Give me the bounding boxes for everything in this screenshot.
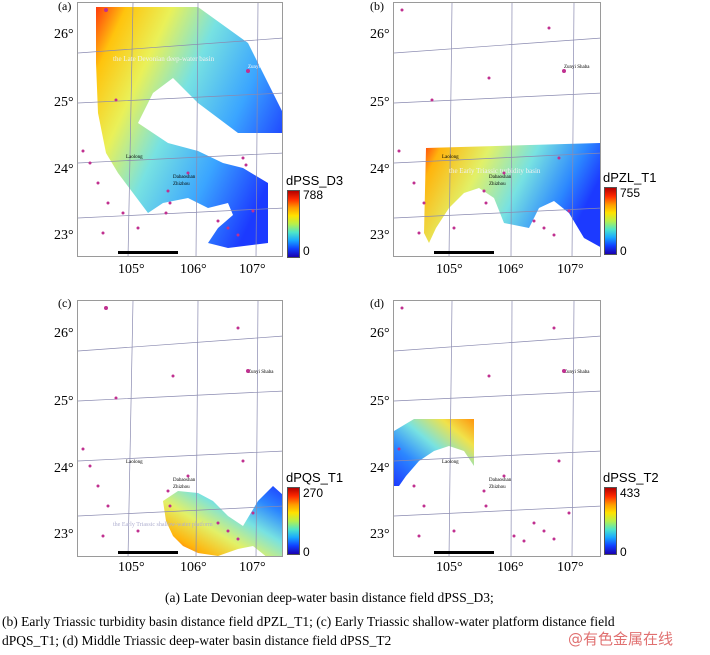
lat-label: 24°: [370, 461, 390, 476]
panel-label: (b): [370, 0, 384, 13]
ore-points: [397, 8, 571, 237]
lon-label: 106°: [180, 560, 207, 575]
panel-label: (d): [370, 296, 384, 310]
lon-label: 106°: [497, 560, 524, 575]
lat-label: 25°: [370, 394, 390, 409]
legend-title: dPSS_T2: [603, 470, 659, 485]
legend-min: 0: [303, 545, 310, 559]
legend-title: dPZL_T1: [603, 170, 657, 185]
caption-line-3: dPQS_T1; (d) Middle Triassic deep-water …: [2, 633, 392, 648]
colorbar: [604, 187, 617, 255]
svg-text:Laolong: Laolong: [126, 460, 143, 465]
svg-text:Zunyi Shaba: Zunyi Shaba: [564, 65, 590, 70]
basin-text: the Late Devonian deep-water basin: [113, 55, 215, 63]
svg-text:Dabaoshan: Dabaoshan: [489, 478, 512, 483]
lon-label: 105°: [436, 262, 463, 277]
lat-label: 25°: [54, 95, 74, 110]
distance-field: [424, 143, 600, 247]
panel-label: (c): [58, 296, 72, 310]
lat-label: 26°: [370, 27, 390, 42]
basin-text: the Early Triassic turbidity basin: [449, 167, 541, 175]
map-svg: the Early Triassic shallow-water platfor…: [78, 301, 282, 556]
caption-line-2: (b) Early Triassic turbidity basin dista…: [2, 614, 615, 629]
lon-label: 105°: [436, 560, 463, 575]
map-frame: the Early Triassic shallow-water platfor…: [77, 300, 283, 557]
watermark: @有色金属在线: [568, 630, 674, 648]
map-frame: Zunyi Shaba Laolong Dabaoshan Zhizhou: [393, 300, 601, 557]
distance-field: [394, 419, 474, 486]
svg-text:Zhizhou: Zhizhou: [489, 485, 506, 490]
lon-label: 105°: [118, 262, 145, 277]
svg-text:Zunyi Shaba: Zunyi Shaba: [564, 370, 590, 375]
ore-points: [397, 306, 571, 543]
svg-text:Zunyi Shaba: Zunyi Shaba: [248, 370, 274, 375]
svg-text:Dabaoshan: Dabaoshan: [173, 175, 196, 180]
map-svg: the Late Devonian deep-water basin Zunyi…: [78, 3, 282, 256]
distance-field: [96, 7, 282, 248]
svg-text:Zhizhou: Zhizhou: [173, 485, 190, 490]
lat-label: 26°: [54, 326, 74, 341]
ore-points: [81, 306, 255, 541]
svg-text:Zhizhou: Zhizhou: [489, 182, 506, 187]
legend-min: 0: [303, 244, 310, 258]
lat-label: 23°: [54, 228, 74, 243]
scale-bar: [118, 551, 178, 554]
legend-max: 270: [303, 486, 324, 500]
lat-label: 24°: [54, 162, 74, 177]
colorbar: [287, 190, 300, 258]
ore-points: [81, 8, 255, 237]
svg-text:Laolong: Laolong: [126, 155, 143, 160]
caption-line-1: (a) Late Devonian deep-water basin dista…: [165, 590, 494, 605]
scale-bar: [118, 251, 178, 254]
legend-max: 433: [620, 486, 641, 500]
distance-field: [163, 486, 282, 556]
lat-label: 23°: [370, 228, 390, 243]
svg-text:Zhizhou: Zhizhou: [173, 182, 190, 187]
lon-label: 107°: [239, 560, 266, 575]
lat-label: 23°: [54, 527, 74, 542]
lon-label: 107°: [239, 262, 266, 277]
legend-title: dPQS_T1: [286, 470, 344, 485]
lon-label: 107°: [557, 262, 584, 277]
map-frame: the Early Triassic turbidity basin Zunyi…: [393, 2, 601, 257]
map-svg: Zunyi Shaba Laolong Dabaoshan Zhizhou: [394, 301, 600, 556]
svg-text:Dabaoshan: Dabaoshan: [173, 478, 196, 483]
legend-title: dPSS_D3: [286, 173, 344, 188]
lon-label: 107°: [557, 560, 584, 575]
svg-text:Laolong: Laolong: [442, 460, 459, 465]
svg-text:Laolong: Laolong: [442, 155, 459, 160]
legend-max: 755: [620, 186, 641, 200]
lat-label: 26°: [370, 326, 390, 341]
lon-label: 105°: [118, 560, 145, 575]
lat-label: 25°: [54, 394, 74, 409]
lat-label: 24°: [54, 461, 74, 476]
legend-min: 0: [620, 244, 627, 258]
svg-text:Dabaoshan: Dabaoshan: [489, 175, 512, 180]
scale-bar: [434, 251, 494, 254]
lat-label: 23°: [370, 527, 390, 542]
colorbar: [287, 487, 300, 555]
map-frame: the Late Devonian deep-water basin Zunyi…: [77, 2, 283, 257]
legend-max: 788: [303, 188, 324, 202]
lat-label: 25°: [370, 95, 390, 110]
panel-label: (a): [58, 0, 72, 13]
map-svg: the Early Triassic turbidity basin Zunyi…: [394, 3, 600, 256]
colorbar: [604, 487, 617, 555]
legend-min: 0: [620, 545, 627, 559]
lon-label: 106°: [180, 262, 207, 277]
scale-bar: [434, 551, 494, 554]
svg-text:Zunyi Shaba: Zunyi Shaba: [248, 65, 274, 70]
lon-label: 106°: [497, 262, 524, 277]
basin-text: the Early Triassic shallow-water platfor…: [113, 521, 213, 528]
lat-label: 26°: [54, 27, 74, 42]
lat-label: 24°: [370, 162, 390, 177]
